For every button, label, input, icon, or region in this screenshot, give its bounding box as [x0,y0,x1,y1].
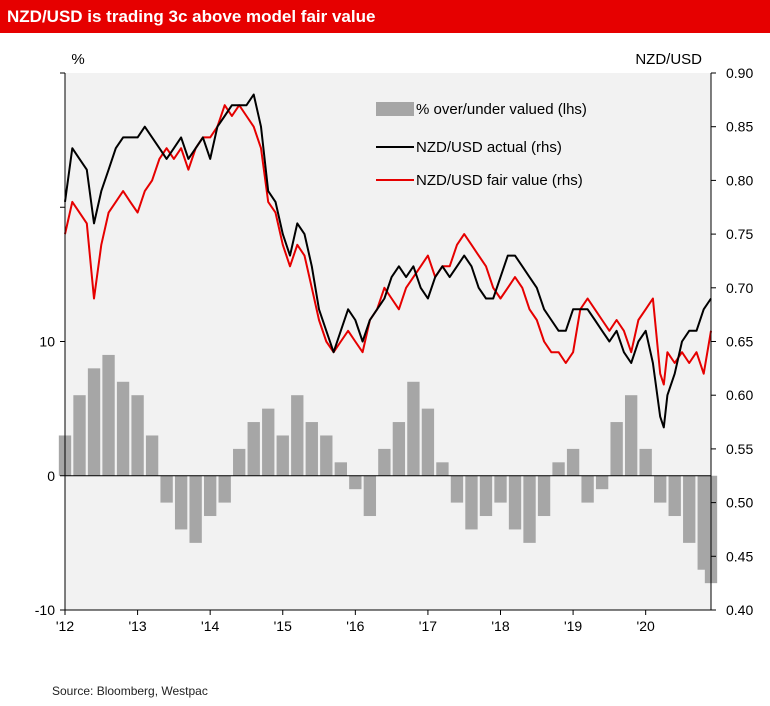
valuation-bar [320,435,333,476]
axes-group: -10 0 10 0.40 0.45 0.50 0.55 0.60 0.65 0.70 0.75 0.… [35,51,754,634]
right-tick-label: 0.80 [726,172,753,188]
valuation-bar [102,354,115,476]
left-tick-label: -10 [35,602,55,618]
valuation-bar [610,422,623,476]
x-tick-label: '17 [419,618,437,634]
valuation-bar [378,448,391,476]
valuation-bar [203,475,217,517]
chart-svg: -10 0 10 0.40 0.45 0.50 0.55 0.60 0.65 0.70 0.75 0.… [35,51,754,634]
x-tick-label: '19 [564,618,582,634]
valuation-bar [479,475,493,517]
right-axis-label: NZD/USD [635,51,702,68]
valuation-bar [465,475,478,530]
legend-swatch-bars [376,102,414,116]
actual-line [64,93,712,429]
valuation-bar [233,448,246,476]
valuation-bar [566,448,580,476]
valuation-bar [363,475,377,517]
valuation-bar [334,462,347,476]
plot-area [65,73,711,610]
left-axis-label: % [71,51,84,68]
valuation-bar [392,422,406,476]
right-tick-label: 0.45 [726,548,753,564]
valuation-bar [305,422,318,476]
x-tick-label: '13 [128,618,146,634]
right-tick-label: 0.85 [726,119,753,135]
x-tick-label: '15 [274,618,292,634]
valuation-bar [116,381,130,476]
valuation-bar [683,475,696,543]
valuation-bar [639,448,652,476]
valuation-bar [349,475,362,490]
right-tick-label: 0.65 [726,334,753,350]
valuation-bar [668,475,681,517]
right-tick-label: 0.60 [726,387,753,403]
valuation-bar [508,475,522,530]
valuation-bar [189,475,202,543]
valuation-bar [131,395,144,476]
x-tick-label: '20 [637,618,655,634]
left-tick-label: 10 [39,334,55,350]
valuation-bar [262,408,275,476]
fair-value-line [64,104,712,386]
legend-label: NZD/USD actual (rhs) [416,139,562,156]
valuation-bar [407,381,420,476]
valuation-bar [421,408,435,476]
valuation-bar [218,475,231,503]
valuation-bar [145,435,159,476]
valuation-bar [247,422,260,476]
valuation-bar [436,462,449,476]
right-tick-label: 0.70 [726,280,753,296]
chart-title-bar: NZD/USD is trading 3c above model fair v… [0,0,770,33]
bars-group [58,354,718,584]
valuation-bar [537,475,551,517]
x-tick-label: '14 [201,618,219,634]
source-note: Source: Bloomberg, Westpac [52,684,208,698]
right-tick-label: 0.40 [726,602,753,618]
legend: % over/under valued (lhs) NZD/USD actual … [376,101,587,189]
valuation-bar [87,368,101,476]
valuation-bar [291,395,304,476]
valuation-bar [160,475,173,503]
chart-title: NZD/USD is trading 3c above model fair v… [7,7,376,26]
valuation-bar [523,475,536,543]
valuation-bar [174,475,188,530]
lines-group [64,93,712,429]
x-tick-label: '18 [491,618,509,634]
legend-label: % over/under valued (lhs) [416,101,587,118]
valuation-bar [276,435,289,476]
x-tick-label: '16 [346,618,364,634]
right-tick-label: 0.75 [726,226,753,242]
right-tick-label: 0.50 [726,495,753,511]
valuation-bar [494,475,507,503]
valuation-bar [581,475,594,503]
legend-label: NZD/USD fair value (rhs) [416,172,583,189]
x-tick-label: '12 [56,618,74,634]
valuation-bar [552,462,565,476]
valuation-bar [595,475,609,490]
valuation-bar [73,395,86,476]
left-tick-label: 0 [47,468,55,484]
right-tick-label: 0.90 [726,65,753,81]
right-tick-label: 0.55 [726,441,753,457]
valuation-bar [450,475,464,503]
valuation-bar [624,395,638,476]
valuation-bar [654,475,667,503]
